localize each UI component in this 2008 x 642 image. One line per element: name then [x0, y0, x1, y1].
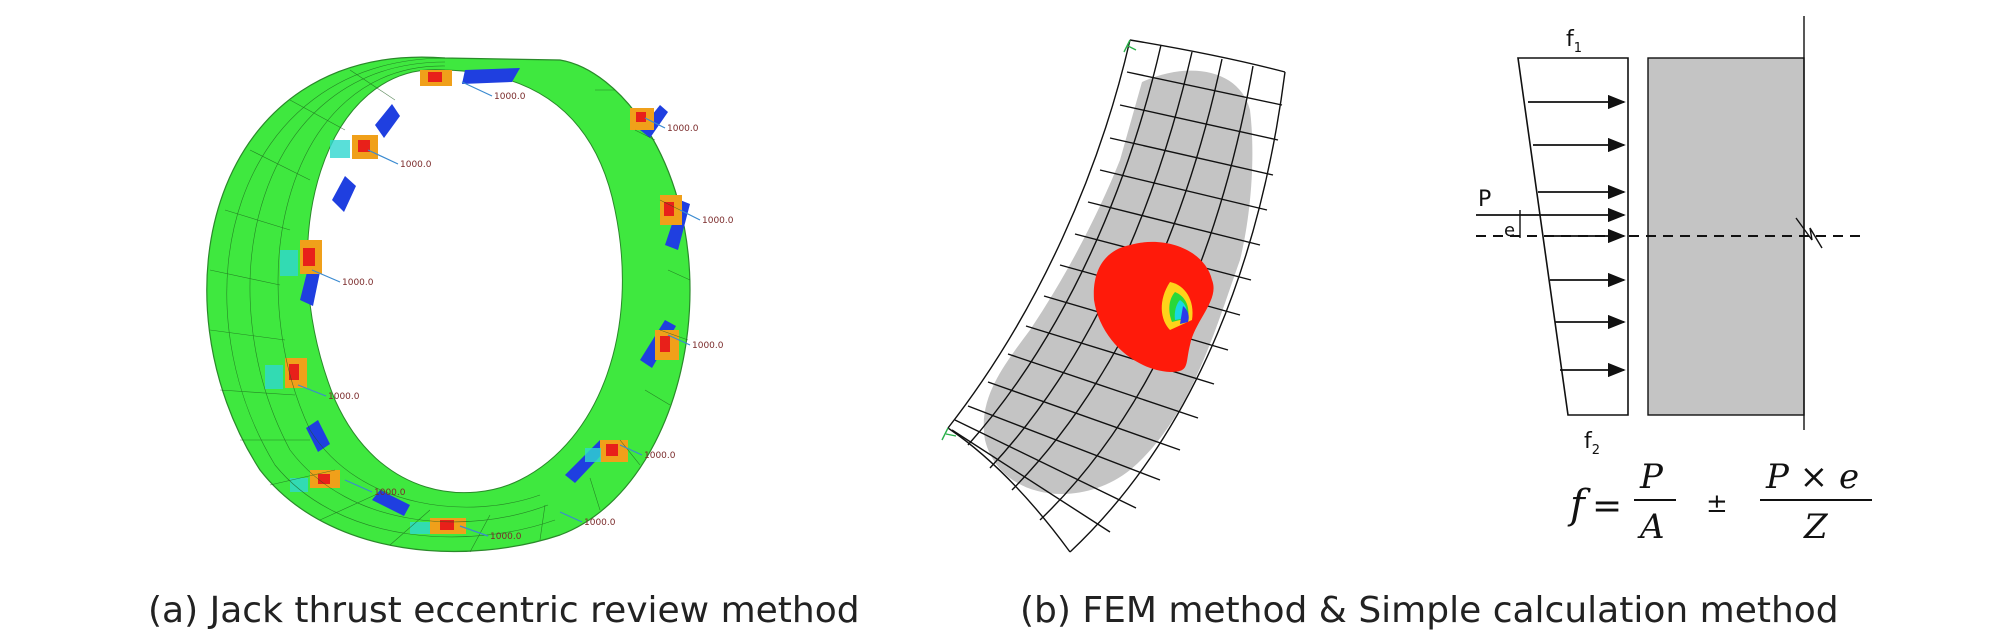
- stress-hotspots: [285, 70, 682, 534]
- svg-text:A: A: [1637, 507, 1665, 547]
- f2-label: f2: [1584, 429, 1600, 458]
- formula: f = P A ± P × e Z: [1567, 457, 1872, 547]
- svg-text:1000.0: 1000.0: [328, 392, 360, 402]
- load-labels: 1000.0 1000.0 1000.0 1000.0 1000.0 1000.…: [328, 92, 734, 542]
- transition-zones: [265, 140, 601, 534]
- svg-text:1000.0: 1000.0: [342, 278, 374, 288]
- svg-text:1000.0: 1000.0: [702, 216, 734, 226]
- svg-text:1000.0: 1000.0: [692, 341, 724, 351]
- load-arrows: [297, 81, 701, 537]
- svg-text:P × e: P × e: [1765, 457, 1859, 497]
- fem-panel: [941, 39, 1286, 553]
- svg-text:1000.0: 1000.0: [584, 518, 616, 528]
- svg-text:1000.0: 1000.0: [494, 92, 526, 102]
- simple-calc-diagram: f1 f2 P e f = P A ± P × e Z: [1476, 16, 1872, 547]
- break-symbol: [1795, 217, 1823, 249]
- p-label: P: [1478, 187, 1491, 212]
- svg-text:=: =: [1592, 486, 1622, 527]
- wall-block: [1647, 57, 1805, 416]
- svg-text:1000.0: 1000.0: [667, 124, 699, 134]
- caption-b: (b) FEM method & Simple calculation meth…: [1020, 590, 1839, 631]
- svg-text:±: ±: [1706, 489, 1728, 519]
- e-label: e: [1504, 220, 1515, 241]
- svg-text:1000.0: 1000.0: [644, 451, 676, 461]
- f1-label: f1: [1566, 27, 1582, 56]
- support-markers: [941, 39, 1137, 441]
- stress-distribution: [1517, 57, 1629, 416]
- ring-model: 1000.0 1000.0 1000.0 1000.0 1000.0 1000.…: [206, 56, 734, 553]
- svg-text:1000.0: 1000.0: [490, 532, 522, 542]
- svg-text:1000.0: 1000.0: [374, 488, 406, 498]
- ring-mesh: [209, 57, 691, 553]
- svg-text:f: f: [1567, 482, 1591, 528]
- stress-blob: [1093, 241, 1214, 372]
- svg-text:1000.0: 1000.0: [400, 160, 432, 170]
- caption-a: (a) Jack thrust eccentric review method: [148, 590, 860, 631]
- svg-text:Z: Z: [1803, 507, 1829, 547]
- svg-text:P: P: [1639, 457, 1664, 497]
